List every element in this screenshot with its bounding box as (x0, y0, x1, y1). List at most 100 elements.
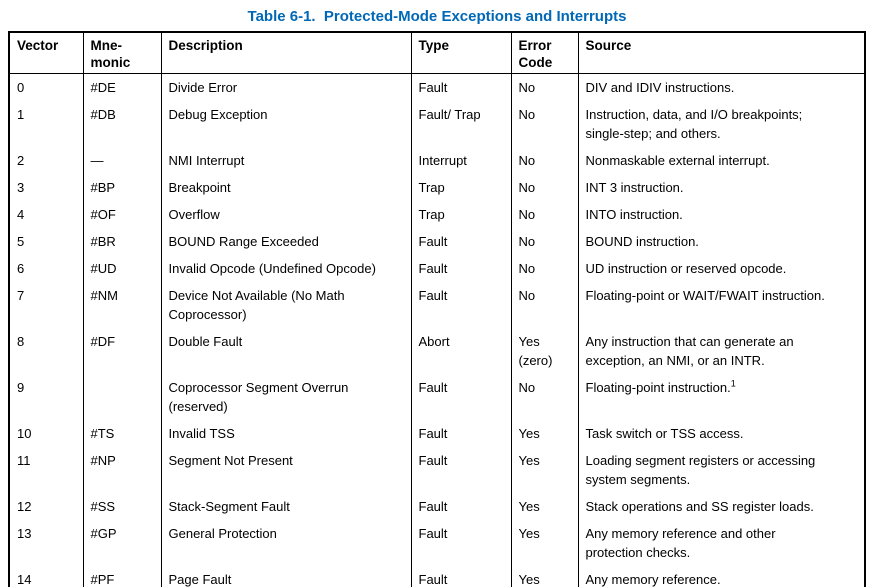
table-row: 4 #OF Overflow Trap No INTO instruction. (9, 201, 865, 228)
cell-vector: 7 (17, 288, 25, 303)
cell-source: Instruction, data, and I/O breakpoints; … (577, 101, 865, 147)
cell-type: Fault (410, 255, 511, 282)
cell-source: Nonmaskable external interrupt. (577, 147, 865, 174)
column-header-source: Source (577, 32, 865, 74)
cell-description: Invalid Opcode (Undefined Opcode) (160, 255, 411, 282)
cell-mnemonic (82, 374, 161, 420)
cell-error_code: No (510, 282, 578, 328)
cell-type: Fault (410, 493, 511, 520)
cell-error_code: Yes (510, 493, 578, 520)
cell-vector: 2 (17, 153, 25, 168)
table-row: 12 #SS Stack-Segment Fault Fault Yes Stack op… (9, 493, 865, 520)
cell-vector: 3 (17, 180, 25, 195)
footnote-ref: 1 (730, 378, 736, 389)
cell-mnemonic: #UD (82, 255, 161, 282)
cell-vector: 8 (17, 334, 25, 349)
cell-type: Fault (410, 447, 511, 493)
cell-error_code: No (510, 73, 578, 101)
cell-vector: 5 (17, 234, 25, 249)
cell-type: Trap (410, 201, 511, 228)
cell-mnemonic: #OF (82, 201, 161, 228)
cell-description: General Protection (160, 520, 411, 566)
cell-mnemonic: #DE (82, 73, 161, 101)
cell-error_code: Yes (zero) (510, 328, 578, 374)
cell-type: Fault (410, 374, 511, 420)
cell-source: BOUND instruction. (577, 228, 865, 255)
table-row: 11 #NP Segment Not Present Fault Yes Loading … (9, 447, 865, 493)
cell-vector: 11 (17, 453, 31, 468)
cell-error_code: No (510, 147, 578, 174)
table-row: 13 #GP General Protection Fault Yes Any memor… (9, 520, 865, 566)
table-row: 14 #PF Page Fault Fault Yes Any memory refere… (9, 566, 865, 587)
table-row: 5 #BR BOUND Range Exceeded Fault No BOUND ins… (9, 228, 865, 255)
cell-type: Fault (410, 282, 511, 328)
column-header-vector: Vector (9, 32, 83, 74)
cell-vector: 6 (17, 261, 25, 276)
cell-source: Floating-point or WAIT/FWAIT instruction… (577, 282, 865, 328)
table-body: 0 #DE Divide Error Fault No DIV and IDIV inst… (9, 73, 865, 587)
cell-description: BOUND Range Exceeded (160, 228, 411, 255)
cell-error_code: No (510, 228, 578, 255)
cell-type: Fault (410, 520, 511, 566)
cell-vector: 9 (17, 380, 25, 395)
cell-mnemonic: #NP (82, 447, 161, 493)
cell-type: Fault/ Trap (410, 101, 511, 147)
column-header-error_code: Error Code (510, 32, 578, 74)
table-title: Table 6-1. Protected-Mode Exceptions and… (247, 8, 627, 25)
cell-type: Fault (410, 566, 511, 587)
cell-description: Segment Not Present (160, 447, 411, 493)
cell-description: Debug Exception (160, 101, 411, 147)
table-row: 2 — NMI Interrupt Interrupt No Nonmaskable ex… (9, 147, 865, 174)
cell-source: INT 3 instruction. (577, 174, 865, 201)
table-row: 1 #DB Debug Exception Fault/ Trap No Instruct… (9, 101, 865, 147)
cell-source: UD instruction or reserved opcode. (577, 255, 865, 282)
table-row: 9 Coprocessor Segment Overrun (reserved) F… (9, 374, 865, 420)
cell-description: Breakpoint (160, 174, 411, 201)
cell-source: Floating-point instruction.1 (577, 374, 865, 420)
cell-error_code: No (510, 255, 578, 282)
cell-mnemonic: #DB (82, 101, 161, 147)
cell-vector: 12 (17, 499, 32, 514)
cell-source: Any memory reference. (577, 566, 865, 587)
cell-error_code: No (510, 201, 578, 228)
cell-description: Invalid TSS (160, 420, 411, 447)
cell-type: Trap (410, 174, 511, 201)
cell-type: Abort (410, 328, 511, 374)
cell-source: Any instruction that can generate an exc… (577, 328, 865, 374)
cell-source: Loading segment registers or accessing s… (577, 447, 865, 493)
cell-mnemonic: #SS (82, 493, 161, 520)
cell-error_code: Yes (510, 520, 578, 566)
cell-source: INTO instruction. (577, 201, 865, 228)
column-header-type: Type (410, 32, 511, 74)
cell-error_code: No (510, 174, 578, 201)
header-row: Vector Mne- monic Description Type Error Cod… (9, 32, 865, 74)
cell-description: NMI Interrupt (160, 147, 411, 174)
cell-source: Stack operations and SS register loads. (577, 493, 865, 520)
table-header: Vector Mne- monic Description Type Error Cod… (9, 32, 865, 74)
cell-type: Interrupt (410, 147, 511, 174)
table-row: 7 #NM Device Not Available (No Math Coproc… (9, 282, 865, 328)
cell-mnemonic: #BR (82, 228, 161, 255)
cell-error_code: Yes (510, 420, 578, 447)
table-row: 6 #UD Invalid Opcode (Undefined Opcode) Fau… (9, 255, 865, 282)
cell-type: Fault (410, 73, 511, 101)
cell-error_code: No (510, 374, 578, 420)
cell-mnemonic: #TS (82, 420, 161, 447)
cell-error_code: No (510, 101, 578, 147)
cell-vector: 10 (17, 426, 32, 441)
cell-vector: 4 (17, 207, 25, 222)
cell-mnemonic: #DF (82, 328, 161, 374)
cell-vector: 14 (17, 572, 32, 587)
cell-description: Stack-Segment Fault (160, 493, 411, 520)
cell-mnemonic: #PF (82, 566, 161, 587)
cell-type: Fault (410, 228, 511, 255)
cell-mnemonic: — (82, 147, 161, 174)
cell-vector: 1 (17, 107, 25, 122)
cell-vector: 0 (17, 80, 25, 95)
cell-source: Task switch or TSS access. (577, 420, 865, 447)
exceptions-table: Vector Mne- monic Description Type Error Cod… (8, 31, 866, 587)
cell-vector: 13 (17, 526, 32, 541)
table-row: 8 #DF Double Fault Abort Yes (zero) Any instr… (9, 328, 865, 374)
cell-mnemonic: #NM (82, 282, 161, 328)
cell-description: Overflow (160, 201, 411, 228)
